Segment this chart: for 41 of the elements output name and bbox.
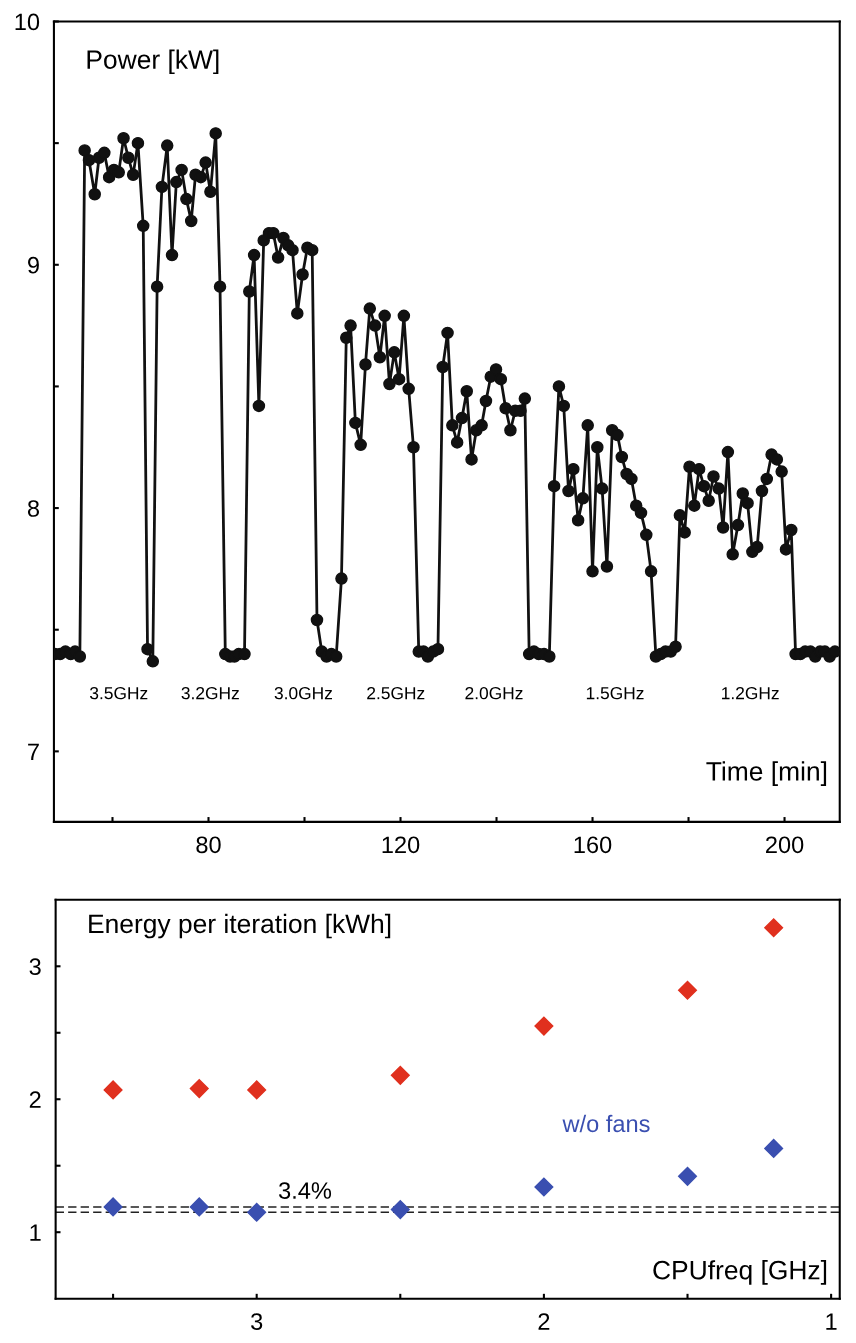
annotation: 2.5GHz	[367, 687, 425, 700]
annotation: 1.2GHz	[722, 687, 779, 700]
point	[390, 1200, 410, 1220]
point	[534, 1016, 554, 1036]
point	[103, 1197, 123, 1217]
annotation: 2.0GHz	[465, 687, 523, 700]
text: w/o fans	[562, 1114, 650, 1133]
point	[247, 1080, 267, 1100]
point	[677, 980, 698, 1000]
x-tick-label: 1	[826, 1313, 837, 1330]
point	[764, 918, 784, 938]
annotation: 3.2GHz	[181, 687, 239, 700]
annotation: 3.4%	[278, 1182, 332, 1199]
point	[390, 1065, 410, 1085]
y-tick-label: 2	[29, 1091, 41, 1108]
point	[103, 1080, 123, 1100]
x-tick-label: 200	[766, 836, 804, 854]
y-axis-title: Energy per iteration [kWh]	[89, 913, 391, 939]
point	[247, 1202, 267, 1222]
x-tick-label: 80	[196, 836, 221, 854]
x-axis-title: Time [min]	[706, 761, 827, 786]
point	[189, 1197, 209, 1217]
y-tick-label: 10	[15, 13, 40, 31]
point	[534, 1177, 554, 1197]
annotation: 3.0GHz	[274, 687, 332, 700]
x-tick-label: 160	[574, 836, 612, 854]
annotation: 1.5GHz	[586, 687, 644, 700]
y-tick-label: 9	[28, 256, 39, 274]
y-tick-label: 7	[28, 743, 39, 760]
x-tick-label: 2	[538, 1313, 550, 1330]
point	[677, 1166, 698, 1186]
point	[764, 1138, 784, 1158]
x-tick-label: 3	[251, 1313, 263, 1330]
point	[189, 1079, 209, 1099]
y-tick-label: 8	[27, 500, 40, 517]
x-axis-title: CPUfreq [GHz]	[653, 1260, 827, 1285]
annotation: 3.5GHz	[89, 687, 148, 700]
x-tick-label: 120	[382, 836, 420, 854]
y-tick-label: 1	[30, 1224, 41, 1241]
y-axis-title: Power [kW]	[87, 49, 219, 75]
y-tick-label: 3	[29, 958, 41, 976]
